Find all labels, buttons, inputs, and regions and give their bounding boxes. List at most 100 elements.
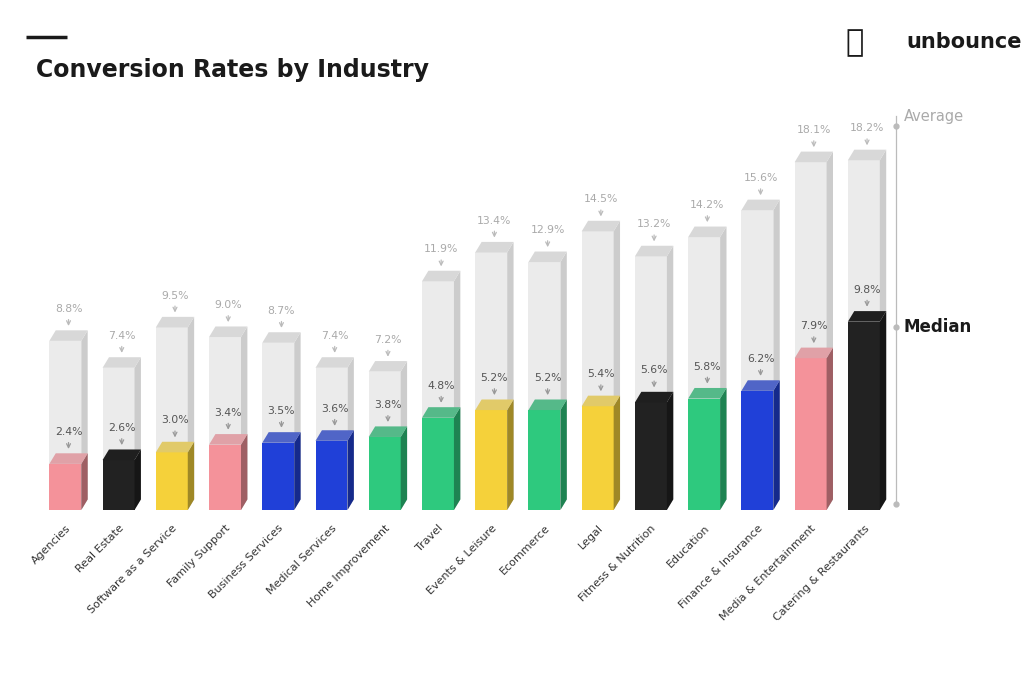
Bar [848, 322, 880, 510]
Polygon shape [454, 271, 461, 510]
Text: 5.2%: 5.2% [534, 373, 561, 394]
Polygon shape [475, 242, 514, 252]
Bar [102, 460, 134, 510]
Polygon shape [826, 347, 833, 510]
Polygon shape [262, 432, 301, 443]
Polygon shape [688, 388, 726, 398]
Bar [795, 162, 826, 510]
Text: 3.0%: 3.0% [161, 415, 188, 436]
Polygon shape [134, 449, 141, 510]
Polygon shape [773, 380, 779, 510]
Polygon shape [613, 221, 621, 510]
Text: 5.8%: 5.8% [693, 362, 721, 382]
Text: 8.8%: 8.8% [54, 304, 82, 324]
Polygon shape [613, 396, 621, 510]
Polygon shape [560, 252, 567, 510]
Polygon shape [49, 454, 88, 464]
Polygon shape [156, 317, 195, 328]
Bar [102, 368, 134, 510]
Polygon shape [156, 442, 195, 452]
Text: 3.5%: 3.5% [267, 406, 295, 426]
Polygon shape [635, 392, 673, 403]
Bar [262, 443, 294, 510]
Text: 7.9%: 7.9% [800, 321, 827, 342]
Text: 7.4%: 7.4% [321, 331, 348, 352]
Text: 9.0%: 9.0% [214, 300, 242, 321]
Text: Conversion Rates by Industry: Conversion Rates by Industry [36, 58, 429, 82]
Bar [49, 341, 81, 510]
Polygon shape [347, 357, 354, 510]
Text: 5.2%: 5.2% [480, 373, 508, 394]
Polygon shape [134, 357, 141, 510]
Text: 9.5%: 9.5% [161, 290, 188, 311]
Bar [582, 406, 613, 510]
Bar [475, 410, 507, 510]
Polygon shape [102, 357, 141, 368]
Polygon shape [582, 221, 621, 231]
Polygon shape [49, 330, 88, 341]
Polygon shape [209, 434, 248, 445]
Polygon shape [475, 400, 514, 410]
Text: unbounce: unbounce [906, 32, 1022, 52]
Text: 15.6%: 15.6% [743, 173, 778, 194]
Polygon shape [826, 152, 833, 510]
Polygon shape [369, 361, 408, 372]
Text: 13.2%: 13.2% [637, 220, 672, 240]
Bar [582, 231, 613, 510]
Bar [315, 441, 347, 510]
Polygon shape [741, 200, 779, 210]
Bar [528, 262, 560, 510]
Text: 18.2%: 18.2% [850, 123, 885, 144]
Polygon shape [187, 317, 195, 510]
Text: 2.6%: 2.6% [108, 423, 135, 444]
Text: 5.6%: 5.6% [640, 365, 668, 386]
Bar [475, 252, 507, 510]
Polygon shape [688, 226, 726, 237]
Bar [848, 160, 880, 510]
Bar [795, 358, 826, 510]
Text: 3.4%: 3.4% [214, 408, 242, 428]
Polygon shape [315, 357, 354, 368]
Text: 7.4%: 7.4% [108, 331, 135, 352]
Polygon shape [720, 388, 726, 510]
Text: ⓘ: ⓘ [846, 28, 864, 56]
Polygon shape [773, 200, 779, 510]
Bar [156, 452, 187, 510]
Polygon shape [347, 430, 354, 510]
Text: 3.6%: 3.6% [321, 404, 348, 424]
Bar [369, 372, 400, 510]
Polygon shape [241, 326, 248, 510]
Polygon shape [294, 333, 301, 510]
Text: 14.2%: 14.2% [690, 200, 725, 221]
Bar [422, 418, 454, 510]
Polygon shape [81, 454, 88, 510]
Polygon shape [400, 426, 408, 510]
Text: 9.8%: 9.8% [853, 285, 881, 305]
Text: 12.9%: 12.9% [530, 225, 565, 245]
Text: 7.2%: 7.2% [374, 335, 401, 356]
Polygon shape [81, 330, 88, 510]
Polygon shape [582, 396, 621, 406]
Text: 2.4%: 2.4% [54, 427, 82, 447]
Text: 18.1%: 18.1% [797, 125, 831, 146]
Bar [741, 391, 773, 510]
Bar [635, 256, 667, 510]
Text: 4.8%: 4.8% [427, 381, 455, 401]
Polygon shape [294, 432, 301, 510]
Polygon shape [667, 392, 673, 510]
Polygon shape [667, 245, 673, 510]
Text: 14.5%: 14.5% [584, 194, 618, 215]
Polygon shape [262, 333, 301, 343]
Bar [741, 210, 773, 510]
Polygon shape [507, 400, 514, 510]
Polygon shape [187, 442, 195, 510]
Text: 5.4%: 5.4% [587, 369, 614, 390]
Polygon shape [635, 245, 673, 256]
Polygon shape [102, 449, 141, 460]
Bar [209, 337, 241, 510]
Bar [528, 410, 560, 510]
Bar [635, 403, 667, 510]
Polygon shape [422, 271, 461, 282]
Polygon shape [795, 347, 833, 358]
Polygon shape [741, 380, 779, 391]
